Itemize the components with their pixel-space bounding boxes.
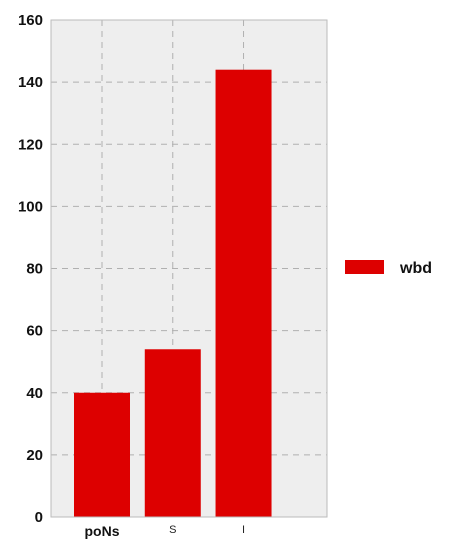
x-tick-label: S	[169, 524, 176, 536]
x-tick-label: I	[242, 524, 245, 536]
legend-label: wbd	[399, 260, 432, 277]
y-tick-label: 60	[26, 323, 43, 340]
y-tick-label: 100	[18, 198, 43, 215]
y-tick-label: 20	[26, 447, 43, 464]
y-tick-label: 140	[18, 74, 43, 91]
legend-swatch	[345, 260, 384, 274]
plot-frame	[50, 19, 328, 518]
legend: wbd	[345, 260, 432, 277]
bars	[74, 69, 272, 517]
bar-pons	[74, 392, 130, 517]
x-axis-ticks: poNs S I	[85, 523, 246, 539]
bar-i	[215, 69, 272, 517]
y-tick-label: 120	[18, 136, 43, 153]
y-axis-ticks: 0 20 40 60 80 100 120 140 160	[18, 12, 43, 526]
bar-s	[144, 349, 201, 517]
y-tick-label: 0	[35, 509, 43, 526]
x-tick-label: poNs	[85, 523, 120, 539]
y-tick-label: 40	[26, 385, 43, 402]
y-tick-label: 160	[18, 12, 43, 29]
y-tick-label: 80	[26, 261, 43, 278]
